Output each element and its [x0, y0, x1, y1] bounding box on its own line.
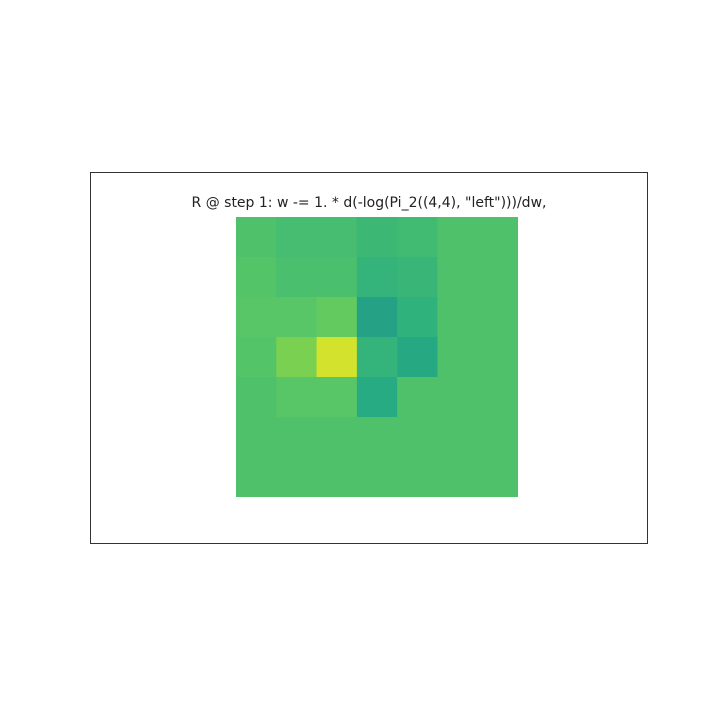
heatmap-cell-r3-c0 [236, 337, 277, 378]
heatmap-cell-r1-c1 [276, 257, 318, 298]
heatmap-cell-r0-c1 [276, 217, 318, 258]
heatmap-cell-r5-c3 [356, 417, 398, 458]
heatmap-cell-r2-c3 [356, 297, 398, 338]
heatmap-cell-r6-c6 [477, 457, 518, 497]
heatmap-cell-r2-c2 [316, 297, 358, 338]
heatmap-cell-r6-c2 [316, 457, 358, 497]
heatmap-cell-r4-c4 [397, 377, 438, 418]
heatmap-cell-r4-c0 [236, 377, 277, 418]
heatmap-cell-r2-c0 [236, 297, 277, 338]
heatmap-cell-r5-c4 [397, 417, 438, 458]
heatmap-cell-r4-c3 [356, 377, 398, 418]
heatmap-cell-r6-c5 [437, 457, 479, 497]
heatmap-cell-r2-c4 [397, 297, 438, 338]
heatmap-cell-r0-c2 [316, 217, 358, 258]
heatmap-cell-r3-c6 [477, 337, 518, 378]
heatmap-cell-r3-c1 [276, 337, 318, 378]
heatmap-cell-r5-c2 [316, 417, 358, 458]
heatmap-cell-r6-c0 [236, 457, 277, 497]
heatmap-cell-r4-c1 [276, 377, 318, 418]
heatmap-cell-r0-c0 [236, 217, 277, 258]
heatmap-cell-r5-c5 [437, 417, 479, 458]
heatmap [236, 217, 518, 497]
heatmap-cell-r2-c6 [477, 297, 518, 338]
heatmap-cell-r1-c5 [437, 257, 479, 298]
heatmap-cell-r0-c3 [356, 217, 398, 258]
heatmap-cell-r5-c6 [477, 417, 518, 458]
heatmap-cell-r6-c3 [356, 457, 398, 497]
heatmap-cell-r4-c2 [316, 377, 358, 418]
heatmap-cell-r2-c5 [437, 297, 479, 338]
heatmap-cell-r6-c1 [276, 457, 318, 497]
heatmap-cell-r1-c4 [397, 257, 438, 298]
heatmap-cell-r3-c2 [316, 337, 358, 378]
heatmap-cell-r4-c6 [477, 377, 518, 418]
heatmap-cell-r4-c5 [437, 377, 479, 418]
heatmap-cell-r0-c6 [477, 217, 518, 258]
heatmap-cell-r0-c4 [397, 217, 438, 258]
heatmap-cell-r0-c5 [437, 217, 479, 258]
heatmap-cell-r3-c3 [356, 337, 398, 378]
heatmap-cell-r3-c4 [397, 337, 438, 378]
heatmap-cell-r1-c2 [316, 257, 358, 298]
chart-title: R @ step 1: w -= 1. * d(-log(Pi_2((4,4),… [191, 195, 547, 211]
heatmap-cell-r1-c0 [236, 257, 277, 298]
heatmap-cell-r5-c1 [276, 417, 318, 458]
heatmap-cell-r3-c5 [437, 337, 479, 378]
chart-frame: R @ step 1: w -= 1. * d(-log(Pi_2((4,4),… [90, 172, 648, 544]
heatmap-cell-r1-c3 [356, 257, 398, 298]
heatmap-cell-r2-c1 [276, 297, 318, 338]
heatmap-cell-r1-c6 [477, 257, 518, 298]
heatmap-cell-r6-c4 [397, 457, 438, 497]
heatmap-cell-r5-c0 [236, 417, 277, 458]
